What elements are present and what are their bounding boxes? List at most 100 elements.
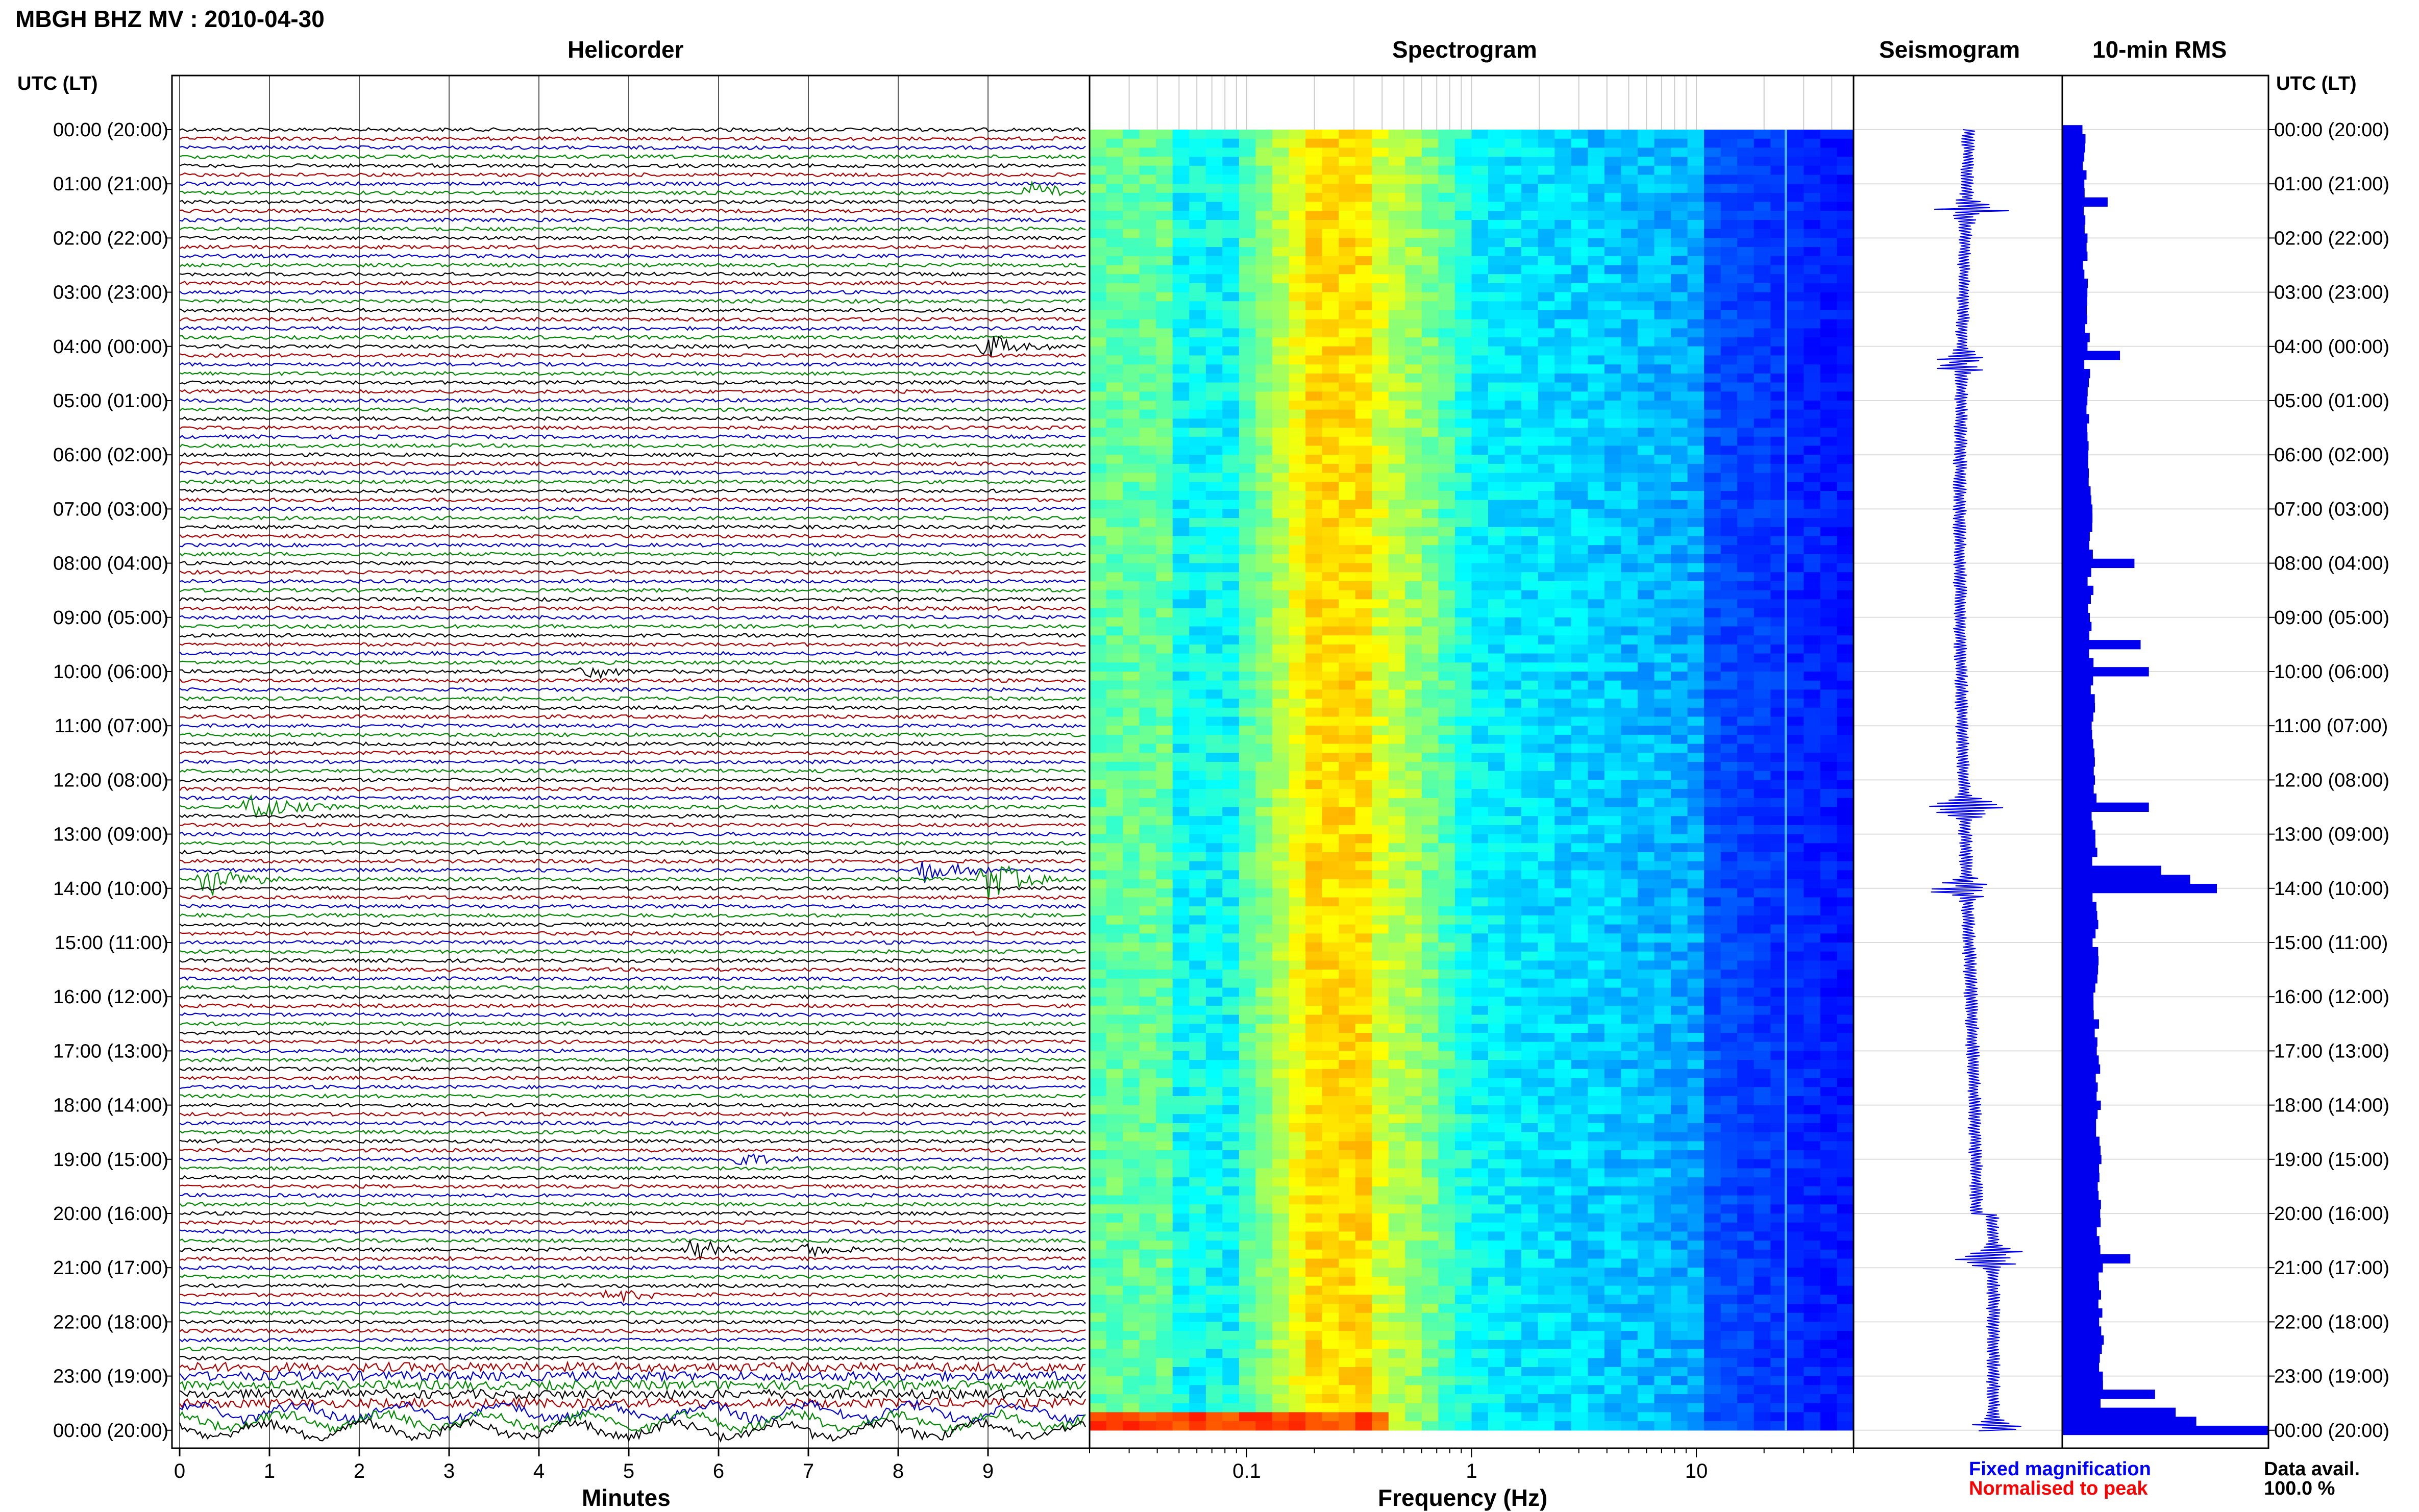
spectrogram-cell <box>1322 428 1339 437</box>
spectrogram-cell <box>1455 581 1472 591</box>
spectrogram-cell <box>1438 436 1455 447</box>
spectrogram-cell <box>1554 951 1572 961</box>
spectrogram-cell <box>1804 554 1821 564</box>
spectrogram-cell <box>1438 852 1455 862</box>
spectrogram-cell <box>1637 798 1655 808</box>
spectrogram-cell <box>1421 707 1439 717</box>
spectrogram-cell <box>1372 463 1389 474</box>
spectrogram-cell <box>1687 192 1705 203</box>
spectrogram-cell <box>1388 843 1405 853</box>
spectrogram-cell <box>1455 798 1472 808</box>
spectrogram-cell <box>1355 572 1372 582</box>
spectrogram-cell <box>1488 157 1505 166</box>
spectrogram-cell <box>1355 274 1372 284</box>
spectrogram-cell <box>1372 1033 1389 1043</box>
spectrogram-cell <box>1123 852 1140 862</box>
spectrogram-cell <box>1637 491 1655 501</box>
spectrogram-cell <box>1139 843 1156 853</box>
spectrogram-cell <box>1488 536 1505 546</box>
spectrogram-cell <box>1671 590 1688 600</box>
spectrogram-cell <box>1156 473 1173 482</box>
spectrogram-cell <box>1438 608 1455 618</box>
spectrogram-cell <box>1322 590 1339 600</box>
spectrogram-cell <box>1272 915 1290 925</box>
spectrogram-cell <box>1488 960 1505 970</box>
spectrogram-cell <box>1289 418 1306 428</box>
spectrogram-cell <box>1571 1042 1588 1051</box>
spectrogram-cell <box>1754 391 1771 401</box>
spectrogram-cell <box>1106 653 1123 663</box>
spectrogram-cell <box>1554 1014 1572 1024</box>
spectrogram-cell <box>1405 943 1422 952</box>
spectrogram-cell <box>1322 500 1339 509</box>
spectrogram-cell <box>1272 192 1290 203</box>
spectrogram-cell <box>1239 157 1256 166</box>
spectrogram-cell <box>1704 888 1721 898</box>
spectrogram-cell <box>1455 1024 1472 1033</box>
spectrogram-cell <box>1289 364 1306 374</box>
spectrogram-cell <box>1737 554 1755 564</box>
spectrogram-cell <box>1804 192 1821 203</box>
spectrogram-cell <box>1172 825 1190 835</box>
spectrogram-cell <box>1421 617 1439 627</box>
spectrogram-cell <box>1687 581 1705 591</box>
spectrogram-cell <box>1239 436 1256 447</box>
spectrogram-cell <box>1571 825 1588 835</box>
spectrogram-cell <box>1554 463 1572 474</box>
spectrogram-cell <box>1588 283 1605 293</box>
spectrogram-cell <box>1820 175 1837 184</box>
spectrogram-cell <box>1455 319 1472 329</box>
spectrogram-cell <box>1289 644 1306 654</box>
spectrogram-cell <box>1504 943 1522 952</box>
spectrogram-cell <box>1538 608 1555 618</box>
spectrogram-cell <box>1504 536 1522 546</box>
spectrogram-cell <box>1123 780 1140 789</box>
spectrogram-cell <box>1388 418 1405 428</box>
spectrogram-cell <box>1671 943 1688 952</box>
spectrogram-cell <box>1106 897 1123 907</box>
spectrogram-cell <box>1339 409 1356 419</box>
spectrogram-cell <box>1488 951 1505 961</box>
spectrogram-cell <box>1820 906 1837 916</box>
spectrogram-cell <box>1621 391 1638 401</box>
spectrogram-cell <box>1205 699 1223 708</box>
spectrogram-cell <box>1322 970 1339 979</box>
spectrogram-cell <box>1205 229 1223 238</box>
spectrogram-cell <box>1090 933 1107 943</box>
spectrogram-cell <box>1388 319 1405 329</box>
spectrogram-cell <box>1405 256 1422 266</box>
spectrogram-cell <box>1123 689 1140 699</box>
spectrogram-cell <box>1255 672 1273 681</box>
spectrogram-cell <box>1754 265 1771 275</box>
spectrogram-cell <box>1704 653 1721 663</box>
spectrogram-cell <box>1189 328 1206 338</box>
spectrogram-cell <box>1621 373 1638 383</box>
spectrogram-cell <box>1355 852 1372 862</box>
spectrogram-cell <box>1820 635 1837 645</box>
spectrogram-cell <box>1754 951 1771 961</box>
spectrogram-cell <box>1090 789 1107 799</box>
spectrogram-cell <box>1322 653 1339 663</box>
spectrogram-cell <box>1189 807 1206 816</box>
spectrogram-cell <box>1488 184 1505 193</box>
spectrogram-cell <box>1172 852 1190 862</box>
spectrogram-cell <box>1156 211 1173 220</box>
spectrogram-cell <box>1621 409 1638 419</box>
spectrogram-cell <box>1322 473 1339 482</box>
spectrogram-cell <box>1372 753 1389 762</box>
spectrogram-cell <box>1538 463 1555 474</box>
spectrogram-cell <box>1205 436 1223 447</box>
spectrogram-cell <box>1770 184 1788 193</box>
spectrogram-cell <box>1322 879 1339 889</box>
spectrogram-cell <box>1388 509 1405 518</box>
spectrogram-cell <box>1754 780 1771 789</box>
spectrogram-cell <box>1704 789 1721 799</box>
spectrogram-cell <box>1305 834 1323 844</box>
spectrogram-cell <box>1455 572 1472 582</box>
spectrogram-cell <box>1156 689 1173 699</box>
spectrogram-cell <box>1239 680 1256 690</box>
spectrogram-cell <box>1172 175 1190 184</box>
spectrogram-cell <box>1787 364 1804 374</box>
spectrogram-cell <box>1322 184 1339 193</box>
spectrogram-cell <box>1504 518 1522 528</box>
